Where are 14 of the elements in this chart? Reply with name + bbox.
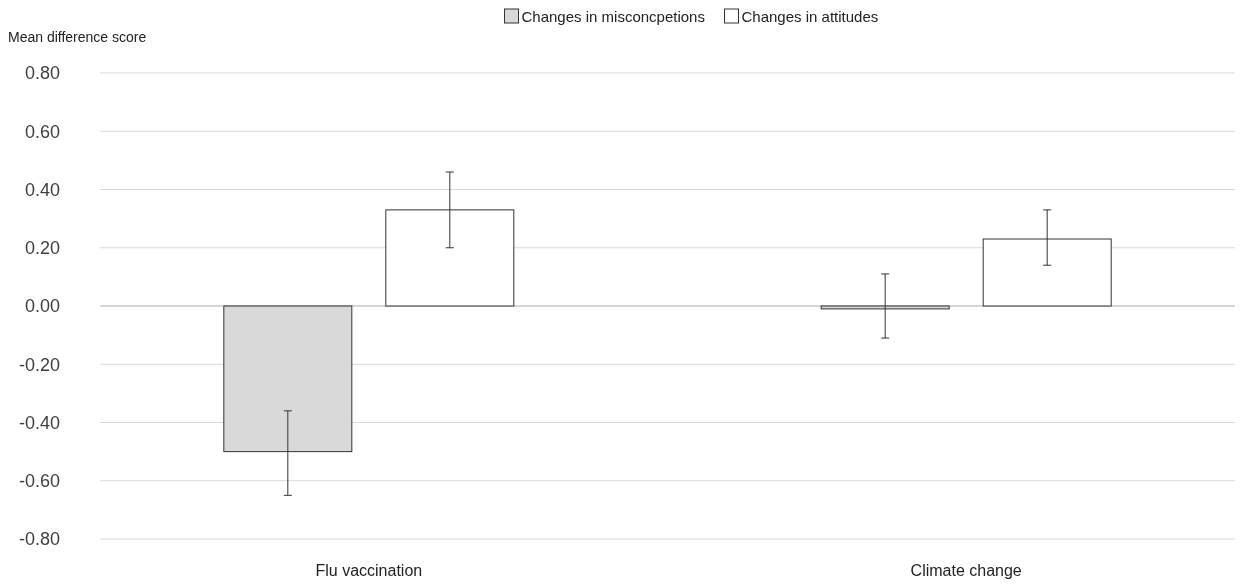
y-tick-label: 0.20 [24, 238, 60, 259]
y-tick-label: 0.60 [24, 121, 60, 142]
y-tick-label: 0.00 [24, 296, 60, 317]
x-tick-label: Flu vaccination [315, 562, 423, 579]
y-axis-title: Mean difference score [8, 29, 147, 45]
x-tick-label: Climate change [910, 562, 1022, 579]
y-tick-label: -0.80 [18, 529, 60, 550]
y-tick-label: -0.40 [18, 412, 60, 433]
y-tick-label: -0.60 [18, 471, 60, 492]
y-tick-label: 0.80 [24, 63, 60, 84]
legend-label: Changes in attitudes [741, 8, 879, 25]
y-tick-label: -0.20 [18, 354, 60, 375]
legend-label: Changes in misconcpetions [521, 8, 705, 25]
y-tick-label: 0.40 [24, 179, 60, 200]
